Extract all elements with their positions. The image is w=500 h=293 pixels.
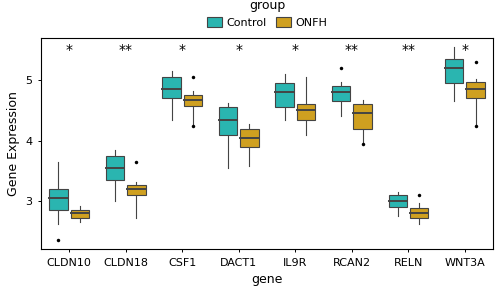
Text: *: * [66,43,72,57]
Text: **: ** [402,43,415,57]
Bar [219,108,237,134]
Bar [184,95,202,106]
Y-axis label: Gene Expression: Gene Expression [7,91,20,196]
Bar [71,210,89,218]
Text: **: ** [118,43,132,57]
Text: *: * [178,43,186,57]
Bar [240,129,258,146]
Bar [276,83,293,108]
Bar [410,208,428,218]
Bar [106,156,124,180]
Text: *: * [236,43,242,57]
X-axis label: gene: gene [252,273,282,286]
Legend: Control, ONFH: Control, ONFH [204,0,330,30]
Bar [162,77,180,98]
Text: *: * [462,43,468,57]
Bar [466,82,484,98]
Text: **: ** [345,43,359,57]
Bar [388,195,406,207]
Bar [354,104,372,129]
Bar [128,185,146,195]
Bar [332,86,350,101]
Bar [297,104,315,120]
Bar [50,189,68,210]
Text: *: * [292,43,299,57]
Bar [445,59,463,83]
